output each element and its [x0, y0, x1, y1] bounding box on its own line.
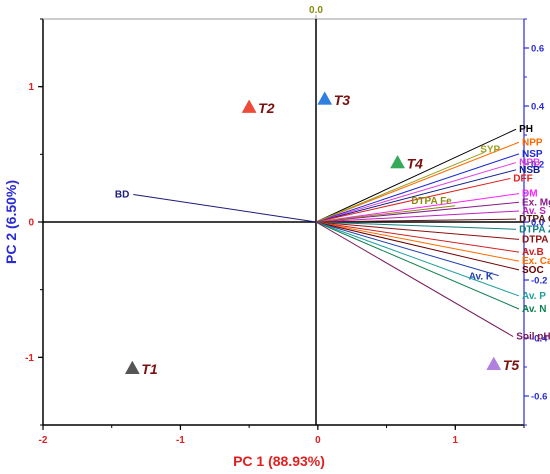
loading-vector [315, 221, 517, 230]
variable-label: DTPA Zn [519, 224, 550, 235]
variable-label: Ex. Ca [522, 256, 550, 267]
x-tick-label: -2 [39, 435, 48, 446]
loading-vector [315, 221, 499, 277]
loading-vector [315, 221, 520, 262]
loading-vector [315, 221, 520, 271]
y-tick-label: 0 [28, 218, 34, 229]
loading-vector [315, 221, 520, 240]
variable-label: Av. K [469, 272, 494, 283]
y-tick-label: -1 [25, 353, 34, 364]
loading-vector [315, 221, 520, 297]
variable-label: NPP [522, 137, 543, 148]
variable-label: SOC [522, 265, 544, 276]
right-tick-label: -0.4 [531, 334, 548, 345]
loading-vector [315, 162, 517, 223]
x-tick-label: 1 [453, 435, 459, 446]
variable-label: Av. P [522, 291, 546, 302]
right-tick-label: -0.6 [531, 392, 547, 403]
variable-label: Av. S [522, 206, 546, 217]
variable-label: BD [115, 189, 129, 200]
variable-label: NPB [519, 158, 540, 169]
variable-label: Soil pH [516, 332, 550, 343]
variable-label: DFF [513, 174, 532, 185]
variable-label: DM [522, 189, 538, 200]
loading-vector [315, 128, 517, 223]
loading-vector [315, 169, 517, 223]
x-tick-label: 0 [315, 435, 321, 446]
loading-vector [315, 193, 520, 223]
variable-label: Av. N [522, 304, 546, 315]
treatment-label: T4 [407, 155, 424, 171]
loading-vector [315, 178, 511, 223]
variable-label: SYP [480, 144, 500, 155]
right-tick-label: 0.0 [531, 218, 544, 229]
variable-label: NSB [519, 165, 540, 176]
variable-label: DTPA Cu [519, 214, 550, 225]
right-tick-label: -0.2 [531, 276, 547, 287]
variable-label: Ex. Mg [522, 197, 550, 208]
right-tick-label: 0.4 [531, 102, 545, 113]
treatment-marker [390, 154, 405, 169]
treatment-marker [241, 99, 257, 113]
y-axis-title: PC 2 (6.50%) [3, 180, 19, 264]
variable-label: Av.B [522, 247, 544, 258]
loading-vector [315, 205, 456, 223]
variable-label: DTPA Fe [411, 196, 452, 207]
variable-label: DTPA Mn [522, 234, 550, 245]
variable-label: PH [519, 124, 533, 135]
treatment-label: T2 [258, 100, 275, 116]
loading-vector [315, 210, 520, 223]
x-axis-title: PC 1 (88.93%) [233, 453, 325, 469]
loading-vector [315, 221, 520, 253]
right-tick-label: 0.6 [531, 44, 544, 55]
loading-vector [315, 218, 517, 223]
treatment-marker [124, 360, 140, 375]
treatment-label: T1 [141, 361, 158, 377]
x-tick-label: -1 [176, 435, 185, 446]
loading-vector [315, 221, 514, 337]
treatment-label: T3 [334, 92, 351, 108]
loading-vector [315, 201, 520, 223]
treatment-marker [317, 91, 333, 105]
loading-vector [315, 221, 520, 310]
treatment-label: T5 [503, 357, 520, 373]
loading-vector [315, 151, 485, 223]
loading-vector [315, 153, 520, 223]
y-tick-label: 1 [28, 82, 34, 93]
right-tick-label: 0.2 [531, 160, 544, 171]
treatment-marker [486, 356, 502, 370]
loading-vector [133, 193, 317, 223]
loading-vector [315, 141, 520, 223]
top-axis-label: 0.0 [309, 5, 323, 16]
variable-label: NSP [522, 149, 543, 160]
